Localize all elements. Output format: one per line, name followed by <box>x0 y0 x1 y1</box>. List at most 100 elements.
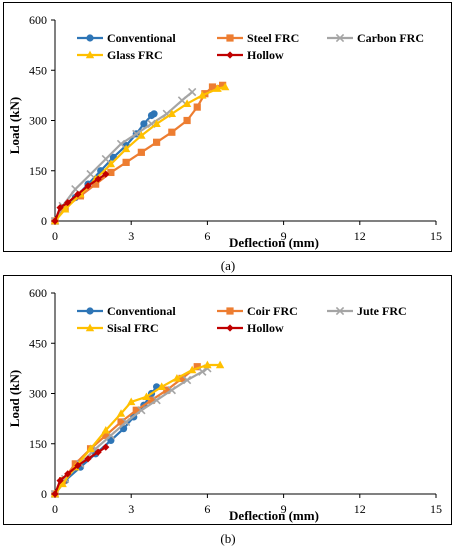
chart-a-legend-item-conventional: Conventional <box>77 31 176 45</box>
chart-b-x-axis-title: Deflection (mm) <box>229 508 319 523</box>
chart-a-x-tick-label: 0 <box>52 229 58 243</box>
chart-b-legend-item-sisal-frc: Sisal FRC <box>77 321 159 335</box>
chart-a-point-glass-frc <box>60 204 70 213</box>
chart-a-series-hollow <box>51 170 110 225</box>
chart-b-legend-label: Jute FRC <box>357 304 407 318</box>
chart-a-point-steel-frc <box>153 138 161 146</box>
chart-b-legend-marker <box>226 307 234 315</box>
chart-b-point-sisal-frc <box>187 365 197 374</box>
chart-a-x-axis-title: Deflection (mm) <box>229 235 319 250</box>
chart-b-point-sisal-frc <box>172 374 182 382</box>
chart-b-point-hollow <box>94 448 102 456</box>
chart-b-series-jute-frc <box>50 364 212 499</box>
chart-b-legend-marker <box>335 306 345 316</box>
chart-a-point-carbon-frc <box>101 154 110 164</box>
chart-a-point-carbon-frc <box>86 169 95 179</box>
chart-b-legend-marker <box>85 323 95 332</box>
chart-b-point-jute-frc <box>167 385 177 395</box>
chart-b-series-line-jute-frc <box>54 367 208 495</box>
chart-b-point-coir-frc <box>102 431 110 439</box>
chart-b-x-tick-label: 15 <box>430 502 442 516</box>
chart-a-point-conventional <box>150 110 158 118</box>
chart-a-point-steel-frc <box>168 128 176 136</box>
chart-b-y-tick-label: 300 <box>29 387 47 401</box>
chart-a-point-glass-frc <box>137 131 146 139</box>
caption-b-text: (b) <box>220 531 236 546</box>
chart-b-legend-marker <box>86 307 94 315</box>
chart-a-point-hollow <box>102 170 110 178</box>
chart-a-point-steel-frc <box>122 158 130 166</box>
chart-a-point-steel-frc <box>107 168 115 177</box>
chart-b-x-tick-label: 3 <box>128 502 134 516</box>
chart-a-point-carbon-frc <box>187 87 197 97</box>
chart-a-y-tick-label: 600 <box>29 13 47 27</box>
caption-a: (a) <box>0 258 456 274</box>
chart-b-point-coir-frc <box>178 374 186 383</box>
chart-b-point-coir-frc <box>193 363 201 371</box>
chart-a-legend-marker <box>85 50 95 59</box>
chart-a-x-tick-label: 6 <box>204 229 210 243</box>
chart-a-point-steel-frc <box>183 116 191 125</box>
chart-a-point-glass-frc <box>167 109 177 117</box>
chart-b-point-jute-frc <box>152 396 161 405</box>
chart-a-point-glass-frc <box>220 82 230 91</box>
chart-a-point-glass-frc <box>121 144 131 153</box>
chart-b-point-hollow <box>84 455 92 463</box>
chart-a-point-glass-frc <box>198 90 207 99</box>
chart-b-point-sisal-frc <box>127 397 136 406</box>
chart-a-point-glass-frc <box>182 99 192 107</box>
chart-a-legend-marker <box>86 34 94 42</box>
chart-a-point-glass-frc <box>152 119 161 128</box>
chart-b-x-tick-label: 9 <box>281 502 287 516</box>
chart-a-point-steel-frc <box>137 148 145 156</box>
chart-a-legend-label: Steel FRC <box>247 31 299 45</box>
chart-a-legend-label: Hollow <box>247 48 284 62</box>
chart-a-legend-marker <box>335 33 345 43</box>
chart-a-legend-item-carbon-frc: Carbon FRC <box>327 31 424 45</box>
chart-b-x-tick-label: 0 <box>52 502 58 516</box>
chart-a-legend-item-steel-frc: Steel FRC <box>217 31 299 45</box>
chart-b-point-sisal-frc <box>101 425 110 434</box>
chart-b-series-line-sisal-frc <box>54 363 221 495</box>
chart-a-legend-label: Conventional <box>107 31 176 45</box>
chart-b-y-tick-label: 600 <box>29 286 47 300</box>
chart-a-point-carbon-frc <box>177 96 187 105</box>
chart-a-x-tick-label: 15 <box>430 229 442 243</box>
chart-a-point-steel-frc <box>193 103 201 111</box>
chart-a-point-conventional <box>140 120 148 128</box>
chart-b-legend-label: Conventional <box>107 304 176 318</box>
chart-a-series-carbon-frc <box>50 87 197 226</box>
chart-b-point-sisal-frc <box>215 360 225 369</box>
chart-b-point-jute-frc <box>198 367 207 376</box>
chart-b-svg: 0 150 300 450 600 0 3 6 9 12 15 Deflection (mm) Load… <box>7 286 442 523</box>
chart-a-series-steel-frc <box>51 81 227 225</box>
chart-b-point-coir-frc <box>163 386 171 394</box>
chart-a-y-axis-title: Load (kN) <box>7 97 22 154</box>
chart-b-point-hollow <box>74 461 82 470</box>
chart-a-point-steel-frc <box>92 180 100 188</box>
chart-b-y-tick-label: 450 <box>29 336 47 350</box>
chart-b-point-hollow <box>51 490 59 498</box>
chart-b-point-coir-frc <box>117 418 125 426</box>
chart-a-point-hollow <box>56 204 64 212</box>
chart-panel-b: 0 150 300 450 600 0 3 6 9 12 15 Deflection (mm) Load… <box>3 275 452 525</box>
chart-b-point-sisal-frc <box>116 409 126 417</box>
chart-a-point-hollow <box>84 182 92 190</box>
chart-a-y-tick-label: 450 <box>29 63 47 77</box>
caption-a-text: (a) <box>220 258 236 273</box>
chart-a-point-hollow <box>51 217 59 225</box>
chart-b-legend-item-hollow: Hollow <box>217 321 284 335</box>
chart-b-legend-label: Coir FRC <box>247 304 298 318</box>
chart-a-legend-marker <box>226 51 234 59</box>
chart-a-x-tick-label: 9 <box>281 229 287 243</box>
chart-b-point-coir-frc <box>147 396 156 404</box>
caption-b: (b) <box>0 531 456 547</box>
chart-b-point-sisal-frc <box>203 360 212 369</box>
chart-b-point-sisal-frc <box>142 392 151 401</box>
chart-b-point-jute-frc <box>121 417 131 427</box>
chart-b-point-sisal-frc <box>157 382 166 390</box>
chart-b-x-tick-label: 6 <box>204 502 210 516</box>
chart-b-point-coir-frc <box>132 406 140 414</box>
chart-a-legend-label: Carbon FRC <box>357 31 424 45</box>
chart-a-svg: 0 150 300 450 600 0 3 6 9 12 15 Deflection (mm) Load… <box>7 13 442 250</box>
